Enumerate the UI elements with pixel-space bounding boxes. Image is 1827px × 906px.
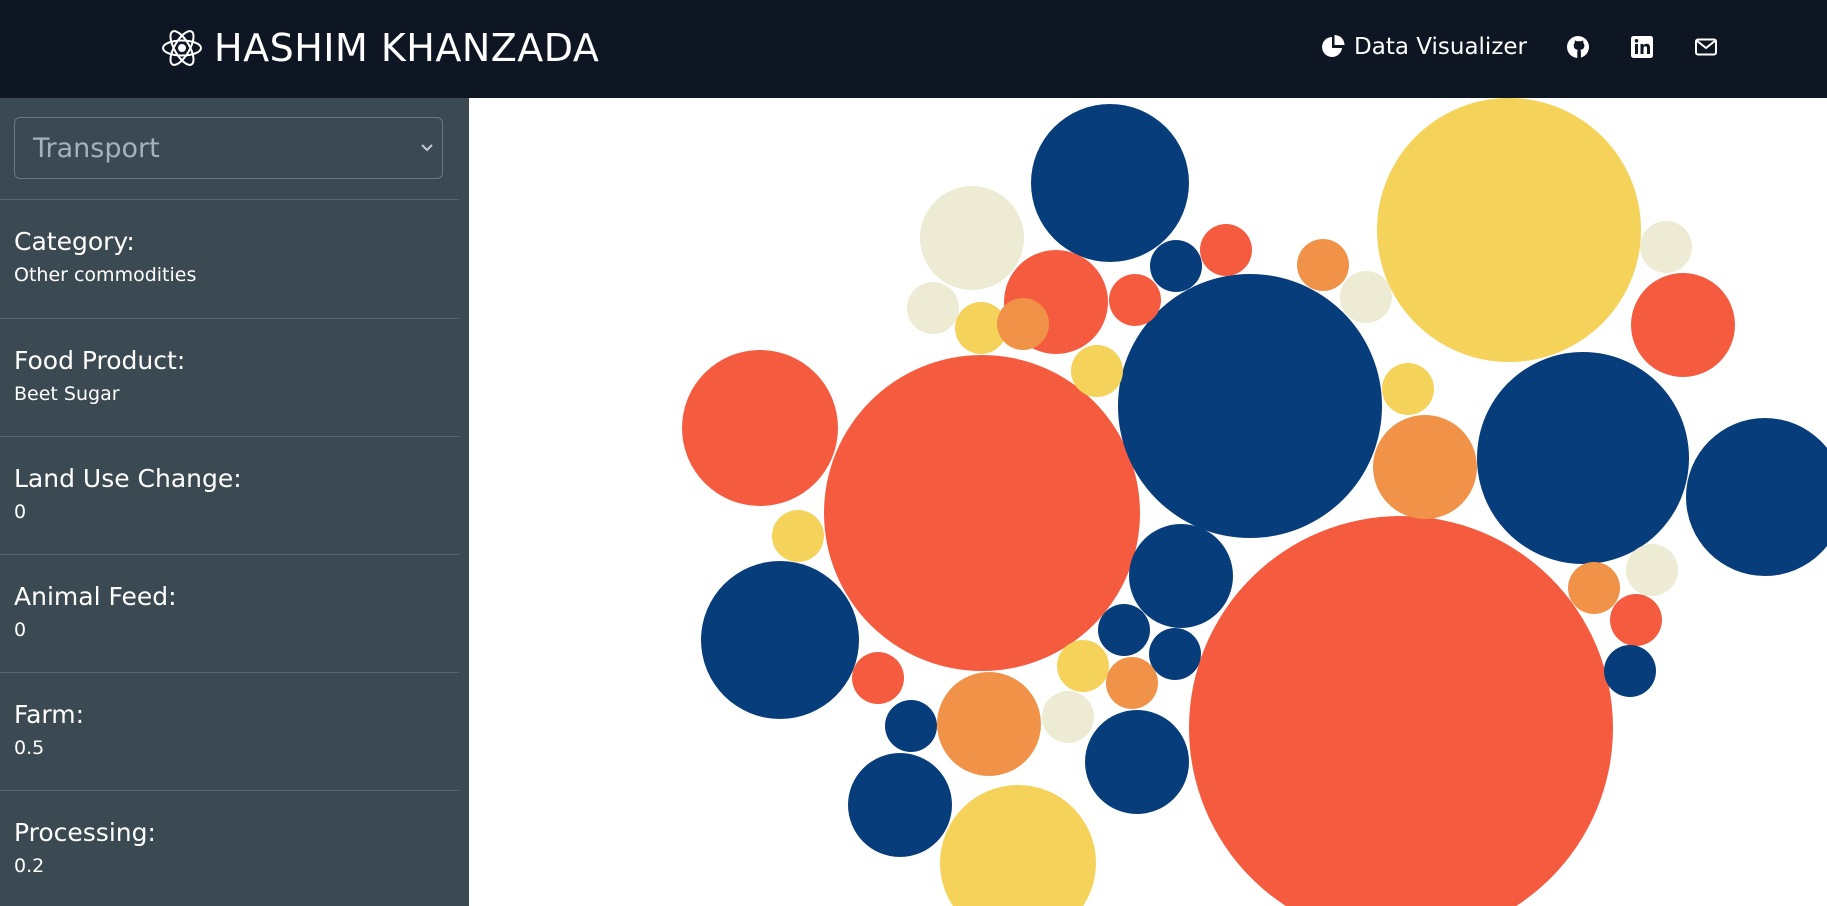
brand[interactable]: HASHIM KHANZADA: [160, 26, 599, 70]
bubble-5[interactable]: [1477, 352, 1689, 564]
bubble-35[interactable]: [1098, 604, 1150, 656]
nav-links: Data Visualizer: [1320, 30, 1719, 64]
bubble-11[interactable]: [920, 186, 1024, 290]
field-label: Land Use Change:: [14, 464, 242, 493]
field-value: Other commodities: [14, 264, 197, 286]
bubble-4[interactable]: [1377, 98, 1641, 362]
bubble-9[interactable]: [1686, 418, 1827, 576]
bubble-7[interactable]: [701, 561, 859, 719]
field-animal-feed: Animal Feed: 0: [14, 582, 177, 641]
brand-name: HASHIM KHANZADA: [214, 26, 600, 70]
bubble-32[interactable]: [1568, 562, 1620, 614]
bubble-28[interactable]: [1382, 363, 1434, 415]
bubble-23[interactable]: [1109, 274, 1161, 326]
divider: [0, 318, 459, 319]
bubble-40[interactable]: [852, 652, 904, 704]
bubble-1[interactable]: [1189, 516, 1613, 906]
field-value: 0: [14, 619, 27, 641]
github-icon: [1567, 36, 1589, 59]
sidebar: Transport Category: Other commodities Fo…: [0, 98, 469, 906]
bubble-15[interactable]: [1129, 524, 1233, 628]
bubble-37[interactable]: [1057, 640, 1109, 692]
atom-icon: [162, 30, 202, 66]
bubble-21[interactable]: [997, 298, 1049, 350]
bubble-chart: [469, 98, 1827, 906]
field-value: 0.2: [14, 855, 45, 877]
bubble-26[interactable]: [1297, 239, 1349, 291]
bubble-14[interactable]: [1631, 273, 1735, 377]
bubble-2[interactable]: [824, 355, 1140, 671]
chevron-down-icon: [421, 144, 433, 152]
bubble-10[interactable]: [940, 785, 1096, 906]
field-land-use-change: Land Use Change: 0: [14, 464, 242, 523]
bubble-33[interactable]: [1610, 594, 1662, 646]
bubble-8[interactable]: [1031, 104, 1189, 262]
field-category: Category: Other commodities: [14, 227, 196, 286]
field-food-product: Food Product: Beet Sugar: [14, 346, 185, 405]
nav-linkedin-link[interactable]: [1629, 34, 1655, 60]
divider: [0, 790, 459, 791]
divider: [0, 672, 459, 673]
bubble-41[interactable]: [885, 700, 937, 752]
food-product-select[interactable]: Transport: [14, 117, 443, 179]
bubble-24[interactable]: [1150, 240, 1202, 292]
bubble-6[interactable]: [682, 350, 838, 506]
bubble-chart-svg: [682, 98, 1827, 906]
bubble-16[interactable]: [937, 672, 1041, 776]
field-processing: Processing: 0.2: [14, 818, 156, 877]
pie-chart-icon: [1322, 35, 1345, 57]
divider: [0, 436, 459, 437]
bubble-39[interactable]: [1042, 691, 1094, 743]
field-label: Farm:: [14, 700, 85, 729]
bubble-19[interactable]: [907, 282, 959, 334]
bubble-34[interactable]: [1604, 645, 1656, 697]
bubble-18[interactable]: [848, 753, 952, 857]
linkedin-icon: [1631, 36, 1653, 58]
bubble-13[interactable]: [1373, 415, 1477, 519]
bubble-25[interactable]: [1200, 224, 1252, 276]
bubble-31[interactable]: [1626, 544, 1678, 596]
navbar: HASHIM KHANZADA Data Visualizer: [0, 0, 1827, 98]
field-value: Beet Sugar: [14, 383, 120, 405]
bubble-29[interactable]: [1640, 221, 1692, 273]
field-label: Food Product:: [14, 346, 186, 375]
bubble-30[interactable]: [772, 510, 824, 562]
bubble-38[interactable]: [1106, 657, 1158, 709]
field-label: Animal Feed:: [14, 582, 177, 611]
bubble-20[interactable]: [955, 302, 1007, 354]
bubble-36[interactable]: [1149, 628, 1201, 680]
field-value: 0: [14, 501, 27, 523]
nav-github-link[interactable]: [1565, 34, 1591, 60]
mail-icon: [1695, 38, 1717, 56]
bubble-17[interactable]: [1085, 710, 1189, 814]
select-value: Transport: [33, 132, 160, 164]
field-label: Category:: [14, 227, 135, 256]
field-label: Processing:: [14, 818, 156, 847]
field-value: 0.5: [14, 737, 45, 759]
nav-data-visualizer-link[interactable]: Data Visualizer: [1320, 34, 1527, 60]
divider: [0, 554, 459, 555]
field-farm: Farm: 0.5: [14, 700, 84, 759]
bubble-3[interactable]: [1118, 274, 1382, 538]
divider: [0, 199, 459, 200]
nav-mail-link[interactable]: [1693, 34, 1719, 60]
nav-data-visualizer-label: Data Visualizer: [1354, 34, 1527, 60]
bubble-27[interactable]: [1340, 271, 1392, 323]
bubble-22[interactable]: [1071, 345, 1123, 397]
